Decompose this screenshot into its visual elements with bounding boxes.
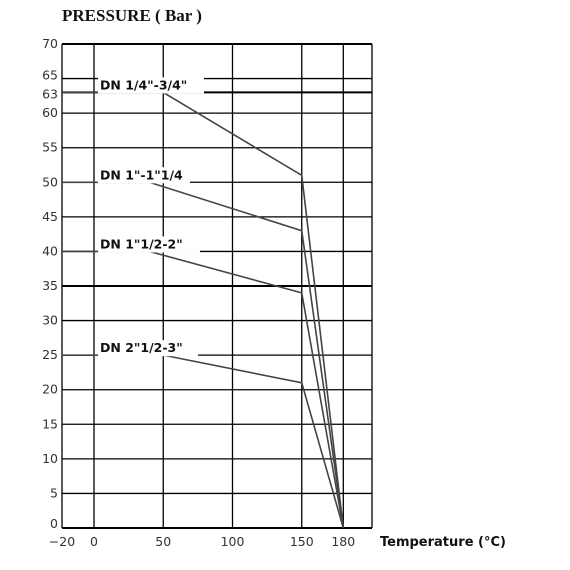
x-tick-label: 50 <box>155 534 171 549</box>
y-tick-label: 65 <box>42 68 58 83</box>
y-tick-label: 55 <box>42 140 58 155</box>
y-tick-label: 0 <box>50 516 58 531</box>
y-tick-label: 25 <box>42 347 58 362</box>
y-tick-label: 30 <box>42 313 58 328</box>
y-tick-labels: 0 5 10 15 20 25 30 35 40 45 50 55 60 63 65 70 <box>42 36 58 531</box>
y-tick-label: 5 <box>50 485 58 500</box>
series-label-bg-4 <box>98 340 198 357</box>
y-tick-label: 50 <box>42 174 58 189</box>
y-tick-label: 20 <box>42 382 58 397</box>
series-labels: DN 1/4"-3/4" DN 1"-1"1/4 DN 1"1/2-2" DN 2"1… <box>98 77 204 357</box>
y-tick-label: 60 <box>42 105 58 120</box>
y-tick-label: 45 <box>42 209 58 224</box>
x-tick-labels: −20 0 50 100 150 180 <box>49 534 355 549</box>
y-tick-label: 63 <box>42 86 58 101</box>
x-tick-label: 0 <box>90 534 98 549</box>
x-axis-label: Temperature (°C) <box>380 535 506 550</box>
series-label-2: DN 1"-1"1/4 <box>100 167 183 182</box>
series-label-4: DN 2"1/2-3" <box>100 340 183 355</box>
grid <box>61 43 373 529</box>
y-tick-label: 40 <box>42 243 58 258</box>
y-tick-label: 10 <box>42 451 58 466</box>
y-tick-label: 70 <box>42 36 58 51</box>
series-label-bg-1 <box>98 77 204 94</box>
series-label-bg-3 <box>98 236 200 253</box>
x-tick-label: −20 <box>49 534 75 549</box>
x-tick-label: 100 <box>221 534 245 549</box>
y-tick-label: 35 <box>42 278 58 293</box>
y-tick-label: 15 <box>42 416 58 431</box>
series-label-1: DN 1/4"-3/4" <box>100 77 187 92</box>
chart-title: PRESSURE ( Bar ) <box>62 6 202 25</box>
series-label-bg-2 <box>98 167 190 184</box>
x-tick-label: 150 <box>290 534 314 549</box>
x-tick-label: 180 <box>331 534 355 549</box>
series-label-3: DN 1"1/2-2" <box>100 236 183 251</box>
